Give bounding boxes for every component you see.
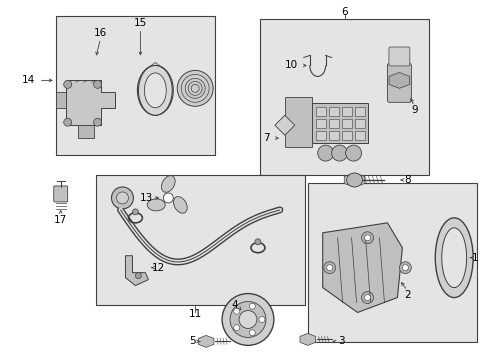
- Text: 10: 10: [285, 60, 298, 71]
- Circle shape: [233, 308, 239, 314]
- Polygon shape: [198, 336, 213, 347]
- Circle shape: [239, 310, 256, 328]
- Text: 13: 13: [140, 193, 153, 203]
- Bar: [307, 183, 476, 342]
- Circle shape: [93, 80, 102, 88]
- Text: 12: 12: [151, 263, 164, 273]
- FancyBboxPatch shape: [54, 186, 67, 202]
- Bar: [341, 131, 351, 140]
- Ellipse shape: [173, 197, 187, 213]
- Bar: [56, 15, 215, 155]
- Text: 7: 7: [263, 133, 270, 143]
- Ellipse shape: [144, 73, 166, 108]
- Polygon shape: [78, 125, 93, 138]
- Bar: [354, 131, 364, 140]
- Circle shape: [323, 262, 335, 274]
- Polygon shape: [299, 333, 315, 345]
- Circle shape: [63, 118, 72, 126]
- Ellipse shape: [346, 173, 362, 187]
- Circle shape: [259, 316, 264, 323]
- Circle shape: [361, 292, 373, 303]
- Ellipse shape: [434, 218, 472, 298]
- Polygon shape: [344, 173, 364, 187]
- Circle shape: [317, 145, 333, 161]
- Bar: [285, 97, 311, 147]
- Text: 9: 9: [410, 105, 417, 115]
- Circle shape: [361, 232, 373, 244]
- Bar: [315, 119, 325, 128]
- Ellipse shape: [441, 228, 466, 288]
- Bar: [328, 107, 338, 116]
- Circle shape: [364, 294, 370, 301]
- Circle shape: [116, 192, 128, 204]
- Polygon shape: [125, 256, 148, 285]
- Ellipse shape: [161, 176, 175, 192]
- Text: 14: 14: [22, 75, 36, 85]
- Bar: [95, 175, 304, 305]
- Ellipse shape: [177, 71, 213, 106]
- Circle shape: [249, 330, 255, 336]
- Circle shape: [63, 80, 72, 88]
- Bar: [328, 131, 338, 140]
- Bar: [315, 107, 325, 116]
- Circle shape: [364, 235, 370, 241]
- Polygon shape: [322, 223, 402, 312]
- Text: 1: 1: [471, 253, 477, 263]
- Text: 5: 5: [188, 336, 195, 346]
- Bar: [354, 107, 364, 116]
- Bar: [341, 119, 351, 128]
- Circle shape: [326, 265, 332, 271]
- Circle shape: [399, 262, 410, 274]
- Ellipse shape: [147, 199, 165, 211]
- Circle shape: [345, 145, 361, 161]
- Polygon shape: [274, 115, 294, 135]
- Text: 8: 8: [403, 175, 410, 185]
- Ellipse shape: [138, 66, 172, 115]
- Circle shape: [163, 193, 173, 203]
- Circle shape: [402, 265, 407, 271]
- Bar: [341, 107, 351, 116]
- Bar: [311, 103, 367, 143]
- Bar: [328, 119, 338, 128]
- Bar: [315, 131, 325, 140]
- Bar: [354, 119, 364, 128]
- Circle shape: [93, 118, 102, 126]
- Circle shape: [249, 303, 255, 309]
- Polygon shape: [56, 92, 65, 108]
- Circle shape: [233, 325, 239, 330]
- Bar: [260, 19, 428, 175]
- Text: 3: 3: [338, 336, 344, 346]
- Circle shape: [132, 209, 138, 215]
- Text: 6: 6: [341, 6, 347, 17]
- Circle shape: [222, 293, 273, 345]
- Circle shape: [229, 302, 265, 337]
- Circle shape: [135, 273, 141, 279]
- Polygon shape: [388, 72, 409, 88]
- FancyBboxPatch shape: [386, 63, 410, 102]
- Polygon shape: [65, 80, 115, 125]
- Circle shape: [254, 239, 261, 245]
- Text: 15: 15: [134, 18, 147, 28]
- Circle shape: [111, 187, 133, 209]
- Text: 16: 16: [94, 28, 107, 37]
- Text: 2: 2: [403, 289, 410, 300]
- Text: 11: 11: [188, 310, 202, 319]
- Text: 4: 4: [231, 300, 238, 310]
- Circle shape: [331, 145, 347, 161]
- FancyBboxPatch shape: [388, 47, 409, 66]
- Text: 17: 17: [54, 215, 67, 225]
